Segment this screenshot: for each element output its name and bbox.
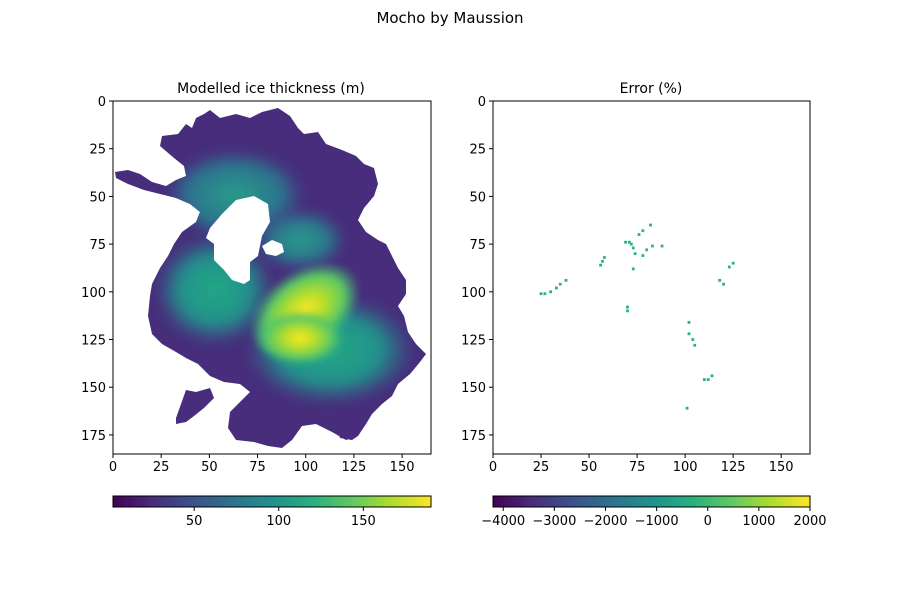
error-cell [722,282,725,286]
error-x-tick-label: 50 [581,460,598,475]
error-x-tick-label: 0 [489,460,497,475]
error-cell [624,240,627,244]
thickness-x-tick-label: 50 [201,460,218,475]
error-cell [558,282,562,286]
glacier-gap [262,240,284,256]
error-cell [693,343,697,347]
error-cell [633,252,637,256]
thickness-y-tick-label: 75 [89,238,106,253]
error-colorbar: −4000 −3000 −2000 −1000 0 1000 2000 [481,495,827,529]
error-colorbar-tick-label: 0 [704,514,712,529]
thickness-title: Modelled ice thickness (m) [177,81,365,97]
error-y-tick-label: 100 [461,286,486,301]
thickness-x-tick-label: 25 [153,460,170,475]
error-panel: Error (%) 0 25 50 75 100 125 150 0 25 50 75 100 125… [461,81,826,529]
thickness-x-tick-label: 0 [109,460,117,475]
thickness-x-tick-label: 75 [249,460,266,475]
error-cell [706,378,710,381]
error-colorbar-tick-label: 2000 [793,514,826,529]
error-cell [687,332,691,336]
error-x-tick-label: 125 [721,460,746,475]
error-x-tick-label: 150 [769,460,794,475]
thickness-panel: Modelled ice thickness (m) 0 25 50 75 100 125… [81,81,432,529]
error-y-tick-label: 50 [469,190,486,205]
error-cell [702,378,706,381]
error-cell [651,244,654,248]
error-axes-frame [492,100,811,455]
error-cell [555,286,558,290]
error-points [539,223,735,410]
thickness-colorbar: 50 100 150 [112,495,432,529]
thickness-y-tick-label: 150 [81,381,106,396]
error-x-tick-label: 75 [629,460,646,475]
ice-thickness-map [115,108,426,448]
error-y-tick-label: 125 [461,334,486,349]
error-colorbar-tick-label: −2000 [583,514,627,529]
error-title: Error (%) [620,81,683,97]
error-cell [539,292,543,296]
thickness-y-tick-label: 0 [98,95,106,110]
thickness-y-tick-label: 50 [89,190,106,205]
error-cell [649,223,652,227]
thickness-colorbar-tick-label: 50 [186,514,203,529]
thickness-x-tick-label: 150 [390,460,415,475]
error-cell [645,248,649,252]
error-cell [629,242,633,246]
error-cell [628,240,631,244]
glacier-gap [206,196,270,284]
thickness-y-tick-label: 125 [81,334,106,349]
error-cell [599,263,602,267]
thickness-y-tick-label: 25 [89,143,106,158]
error-cell [727,265,731,269]
error-y-tick-label: 25 [469,143,486,158]
error-cell [685,406,689,410]
error-y-tick-label: 0 [478,95,486,110]
thickness-y-ticks: 0 25 50 75 100 125 150 175 [81,95,113,444]
thickness-colorbar-tick-label: 100 [266,514,291,529]
error-cell [564,278,568,282]
error-cell [660,244,664,248]
error-colorbar-tick-label: 1000 [742,514,775,529]
error-colorbar-ticks: −4000 −3000 −2000 −1000 0 1000 2000 [481,507,827,529]
error-cell [687,320,691,324]
error-colorbar-tick-label: −3000 [532,514,576,529]
error-y-tick-label: 150 [461,381,486,396]
error-cell [549,290,553,294]
error-colorbar-tick-label: −1000 [635,514,679,529]
error-y-ticks: 0 25 50 75 100 125 150 175 [461,95,493,444]
thickness-x-tick-label: 100 [293,460,318,475]
error-cell [626,309,629,313]
thickness-y-tick-label: 100 [81,286,106,301]
thickness-y-tick-label: 175 [81,429,106,444]
error-cell [731,261,735,265]
error-colorbar-tick-label: −4000 [481,514,525,529]
error-y-tick-label: 75 [469,238,486,253]
error-x-ticks: 0 25 50 75 100 125 150 [489,454,794,475]
error-x-tick-label: 100 [673,460,698,475]
thickness-colorbar-ticks: 50 100 150 [186,507,376,529]
error-cell [626,305,629,309]
error-x-tick-label: 25 [533,460,550,475]
thickness-x-tick-label: 125 [341,460,366,475]
error-y-tick-label: 175 [461,429,486,444]
error-cell [641,254,645,257]
error-cell [603,256,606,259]
error-cell [637,233,641,236]
error-cell [631,246,635,250]
thickness-colorbar-tick-label: 150 [351,514,376,529]
error-cell [718,278,722,282]
error-cell [601,259,604,263]
figure-suptitle: Mocho by Maussion [376,9,523,27]
thickness-axes-frame [112,100,432,455]
error-cell [691,338,695,341]
error-cell [631,267,635,271]
thickness-x-ticks: 0 25 50 75 100 125 150 [109,454,415,475]
error-cell [710,374,714,378]
error-cell [543,292,547,296]
error-cell [641,229,645,233]
